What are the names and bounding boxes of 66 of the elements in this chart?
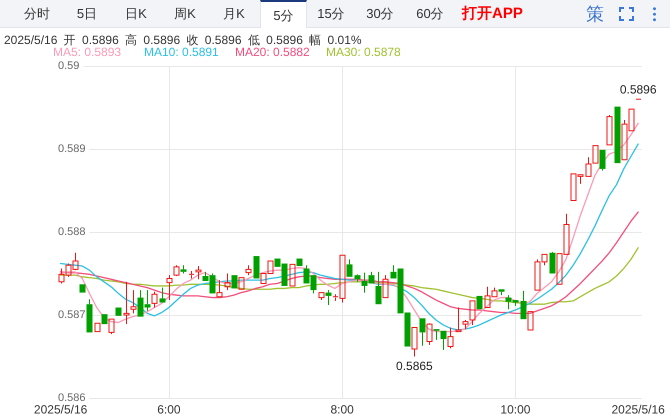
candlestick bbox=[94, 322, 100, 332]
text: MA10: 0.5891 bbox=[144, 45, 220, 59]
candlestick bbox=[102, 314, 108, 324]
candlestick bbox=[86, 298, 92, 332]
candlestick bbox=[254, 256, 260, 278]
candlestick bbox=[528, 311, 534, 330]
candlestick bbox=[166, 274, 172, 301]
candlestick bbox=[160, 287, 166, 303]
x-tick-label: 2025/5/16 bbox=[34, 402, 88, 417]
x-tick-label: 2025/5/16 bbox=[611, 402, 666, 417]
text: 策 bbox=[586, 3, 604, 26]
chart-subtitle: 2025/5/16 开 0.5896 高 0.5896 收 0.5896 低 0.5896 幅 0.01% bbox=[4, 33, 362, 47]
annotation: 0.5865 bbox=[396, 358, 434, 373]
candlestick bbox=[80, 284, 86, 293]
candlestick bbox=[434, 329, 440, 340]
x-tick-label: 8:00 bbox=[330, 402, 354, 417]
y-tick-label: 0.587 bbox=[58, 309, 86, 322]
text: 月K bbox=[223, 5, 245, 23]
candlestick bbox=[470, 300, 476, 326]
text: 周K bbox=[174, 5, 196, 23]
candlestick bbox=[346, 258, 352, 277]
candlestick bbox=[412, 326, 418, 357]
text: MA20: 0.5882 bbox=[235, 45, 310, 59]
candlestick bbox=[196, 266, 202, 280]
text: 5日 bbox=[76, 5, 98, 23]
x-tick-label: 10:00 bbox=[500, 402, 531, 417]
text: 15分 bbox=[317, 5, 345, 23]
candlestick bbox=[440, 330, 446, 350]
y-tick-label: 0.588 bbox=[58, 226, 86, 238]
candlestick bbox=[498, 289, 504, 296]
candlestick bbox=[592, 145, 598, 164]
candlestick bbox=[188, 270, 194, 279]
text: 打开APP bbox=[462, 4, 523, 24]
candlestick bbox=[116, 308, 122, 316]
candlestick bbox=[420, 318, 426, 346]
text: MA30: 0.5878 bbox=[326, 45, 402, 59]
candlestick bbox=[290, 264, 296, 286]
text: 60分 bbox=[416, 5, 444, 23]
y-tick-label: 0.59 bbox=[58, 60, 80, 72]
candlestick bbox=[448, 326, 454, 349]
candlestick bbox=[130, 290, 136, 314]
candlestick bbox=[326, 290, 332, 306]
candlestick bbox=[232, 275, 238, 288]
candlestick bbox=[520, 290, 526, 320]
candlestick bbox=[614, 106, 620, 164]
candlestick bbox=[376, 271, 382, 304]
x-tick-label: 6:00 bbox=[157, 402, 181, 417]
candlestick bbox=[216, 280, 222, 298]
text: 30分 bbox=[366, 5, 394, 23]
annotation: 0.5896 bbox=[620, 82, 657, 97]
y-tick-label: 0.586 bbox=[58, 392, 86, 404]
candlestick bbox=[180, 264, 186, 274]
candlestick bbox=[238, 277, 244, 290]
text: MA5: 0.5893 bbox=[53, 45, 122, 59]
tab: 5分 bbox=[260, 0, 307, 28]
candlestick bbox=[224, 273, 230, 291]
text: 分时 bbox=[24, 5, 50, 23]
y-tick-label: 0.589 bbox=[58, 143, 86, 156]
candlestick bbox=[456, 307, 462, 332]
candlestick bbox=[382, 274, 388, 298]
candlestick bbox=[354, 274, 360, 282]
candlestick bbox=[476, 296, 482, 310]
text: 日K bbox=[125, 5, 147, 23]
candlestick bbox=[296, 258, 302, 266]
candlestick bbox=[550, 251, 556, 274]
candlestick bbox=[124, 281, 130, 325]
